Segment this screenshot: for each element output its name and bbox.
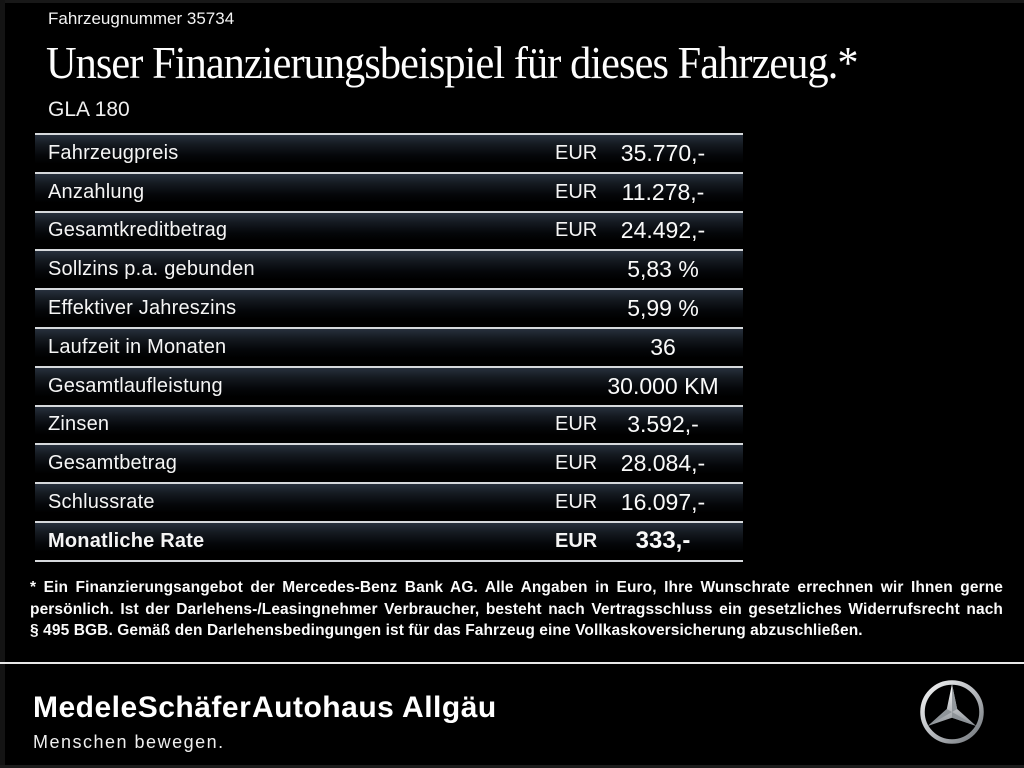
table-row: Gesamtlaufleistung 30.000 KM <box>35 365 743 405</box>
row-currency: EUR <box>555 491 598 514</box>
dealer-primary-name: MedeleSchäfer <box>33 691 252 724</box>
disclaimer-line: * Ein Finanzierungsangebot der Mercedes-… <box>30 579 1003 596</box>
row-value: 36 <box>650 333 676 360</box>
row-value: 28.084,- <box>620 450 706 477</box>
disclaimer-text: * Ein Finanzierungsangebot der Mercedes-… <box>30 577 1003 642</box>
row-value: 16.097,- <box>620 489 706 516</box>
row-currency: EUR <box>555 219 598 242</box>
row-currency: EUR <box>555 141 598 164</box>
row-value: 35.770,- <box>620 139 706 166</box>
disclaimer-line: § 495 BGB. Gemäß den Darlehensbedingunge… <box>30 622 863 639</box>
table-row: Gesamtkreditbetrag EUR 24.492,- <box>35 210 743 250</box>
mercedes-benz-star-icon <box>920 680 984 744</box>
row-label: Schlussrate <box>48 491 155 514</box>
table-row: Fahrzeugpreis EUR 35.770,- <box>35 133 743 172</box>
row-label: Fahrzeugpreis <box>48 141 179 164</box>
table-row: Laufzeit in Monaten 36 <box>35 326 743 366</box>
table-row: Effektiver Jahreszins 5,99 % <box>35 288 743 327</box>
dealer-logo-medeleschaefer: MedeleSchäfer Menschen bewegen. <box>33 691 251 753</box>
page-title: Unser Finanzierungsbeispiel für dieses F… <box>46 37 859 88</box>
row-value: 30.000 KM <box>607 372 719 399</box>
financing-table: Fahrzeugpreis EUR 35.770,- Anzahlung EUR 11.2… <box>35 133 743 562</box>
row-currency: EUR <box>555 529 598 552</box>
row-currency: EUR <box>555 413 598 436</box>
page-edge-left <box>0 0 5 768</box>
row-label: Anzahlung <box>48 180 145 203</box>
row-label: Laufzeit in Monaten <box>48 335 227 358</box>
disclaimer-line: persönlich. Ist der Darlehens-/Leasingne… <box>30 600 1003 618</box>
footer-divider <box>0 662 1024 664</box>
table-row: Sollzins p.a. gebunden 5,83 % <box>35 249 743 289</box>
row-value: 3.592,- <box>627 411 699 438</box>
dealer-logo-autohaus-allgaeu: Autohaus Allgäu <box>252 691 497 724</box>
dealer-primary-tagline: Menschen bewegen. <box>33 732 225 752</box>
table-row: Monatliche Rate EUR 333,- <box>35 520 743 560</box>
row-label: Sollzins p.a. gebunden <box>48 258 255 281</box>
row-currency: EUR <box>555 452 598 475</box>
row-value: 11.278,- <box>621 178 705 205</box>
row-label: Gesamtbetrag <box>48 452 178 475</box>
table-row: Anzahlung EUR 11.278,- <box>35 171 743 211</box>
page-edge-bottom <box>0 765 1024 768</box>
page-edge-top <box>0 0 1024 3</box>
vehicle-model: GLA 180 <box>48 98 130 121</box>
row-label: Monatliche Rate <box>48 529 205 552</box>
table-row: Zinsen EUR 3.592,- <box>35 404 743 444</box>
row-label: Gesamtkreditbetrag <box>48 219 228 242</box>
row-value: 24.492,- <box>620 217 706 244</box>
table-row: Gesamtbetrag EUR 28.084,- <box>35 443 743 483</box>
row-value: 5,83 % <box>627 256 699 283</box>
row-value: 5,99 % <box>627 295 699 322</box>
vehicle-number: Fahrzeugnummer 35734 <box>48 9 235 28</box>
row-label: Effektiver Jahreszins <box>48 297 237 320</box>
row-label: Zinsen <box>48 413 110 436</box>
table-row: Schlussrate EUR 16.097,- <box>35 482 743 521</box>
row-value: 333,- <box>635 527 691 555</box>
row-label: Gesamtlaufleistung <box>48 374 223 397</box>
row-currency: EUR <box>555 180 598 203</box>
